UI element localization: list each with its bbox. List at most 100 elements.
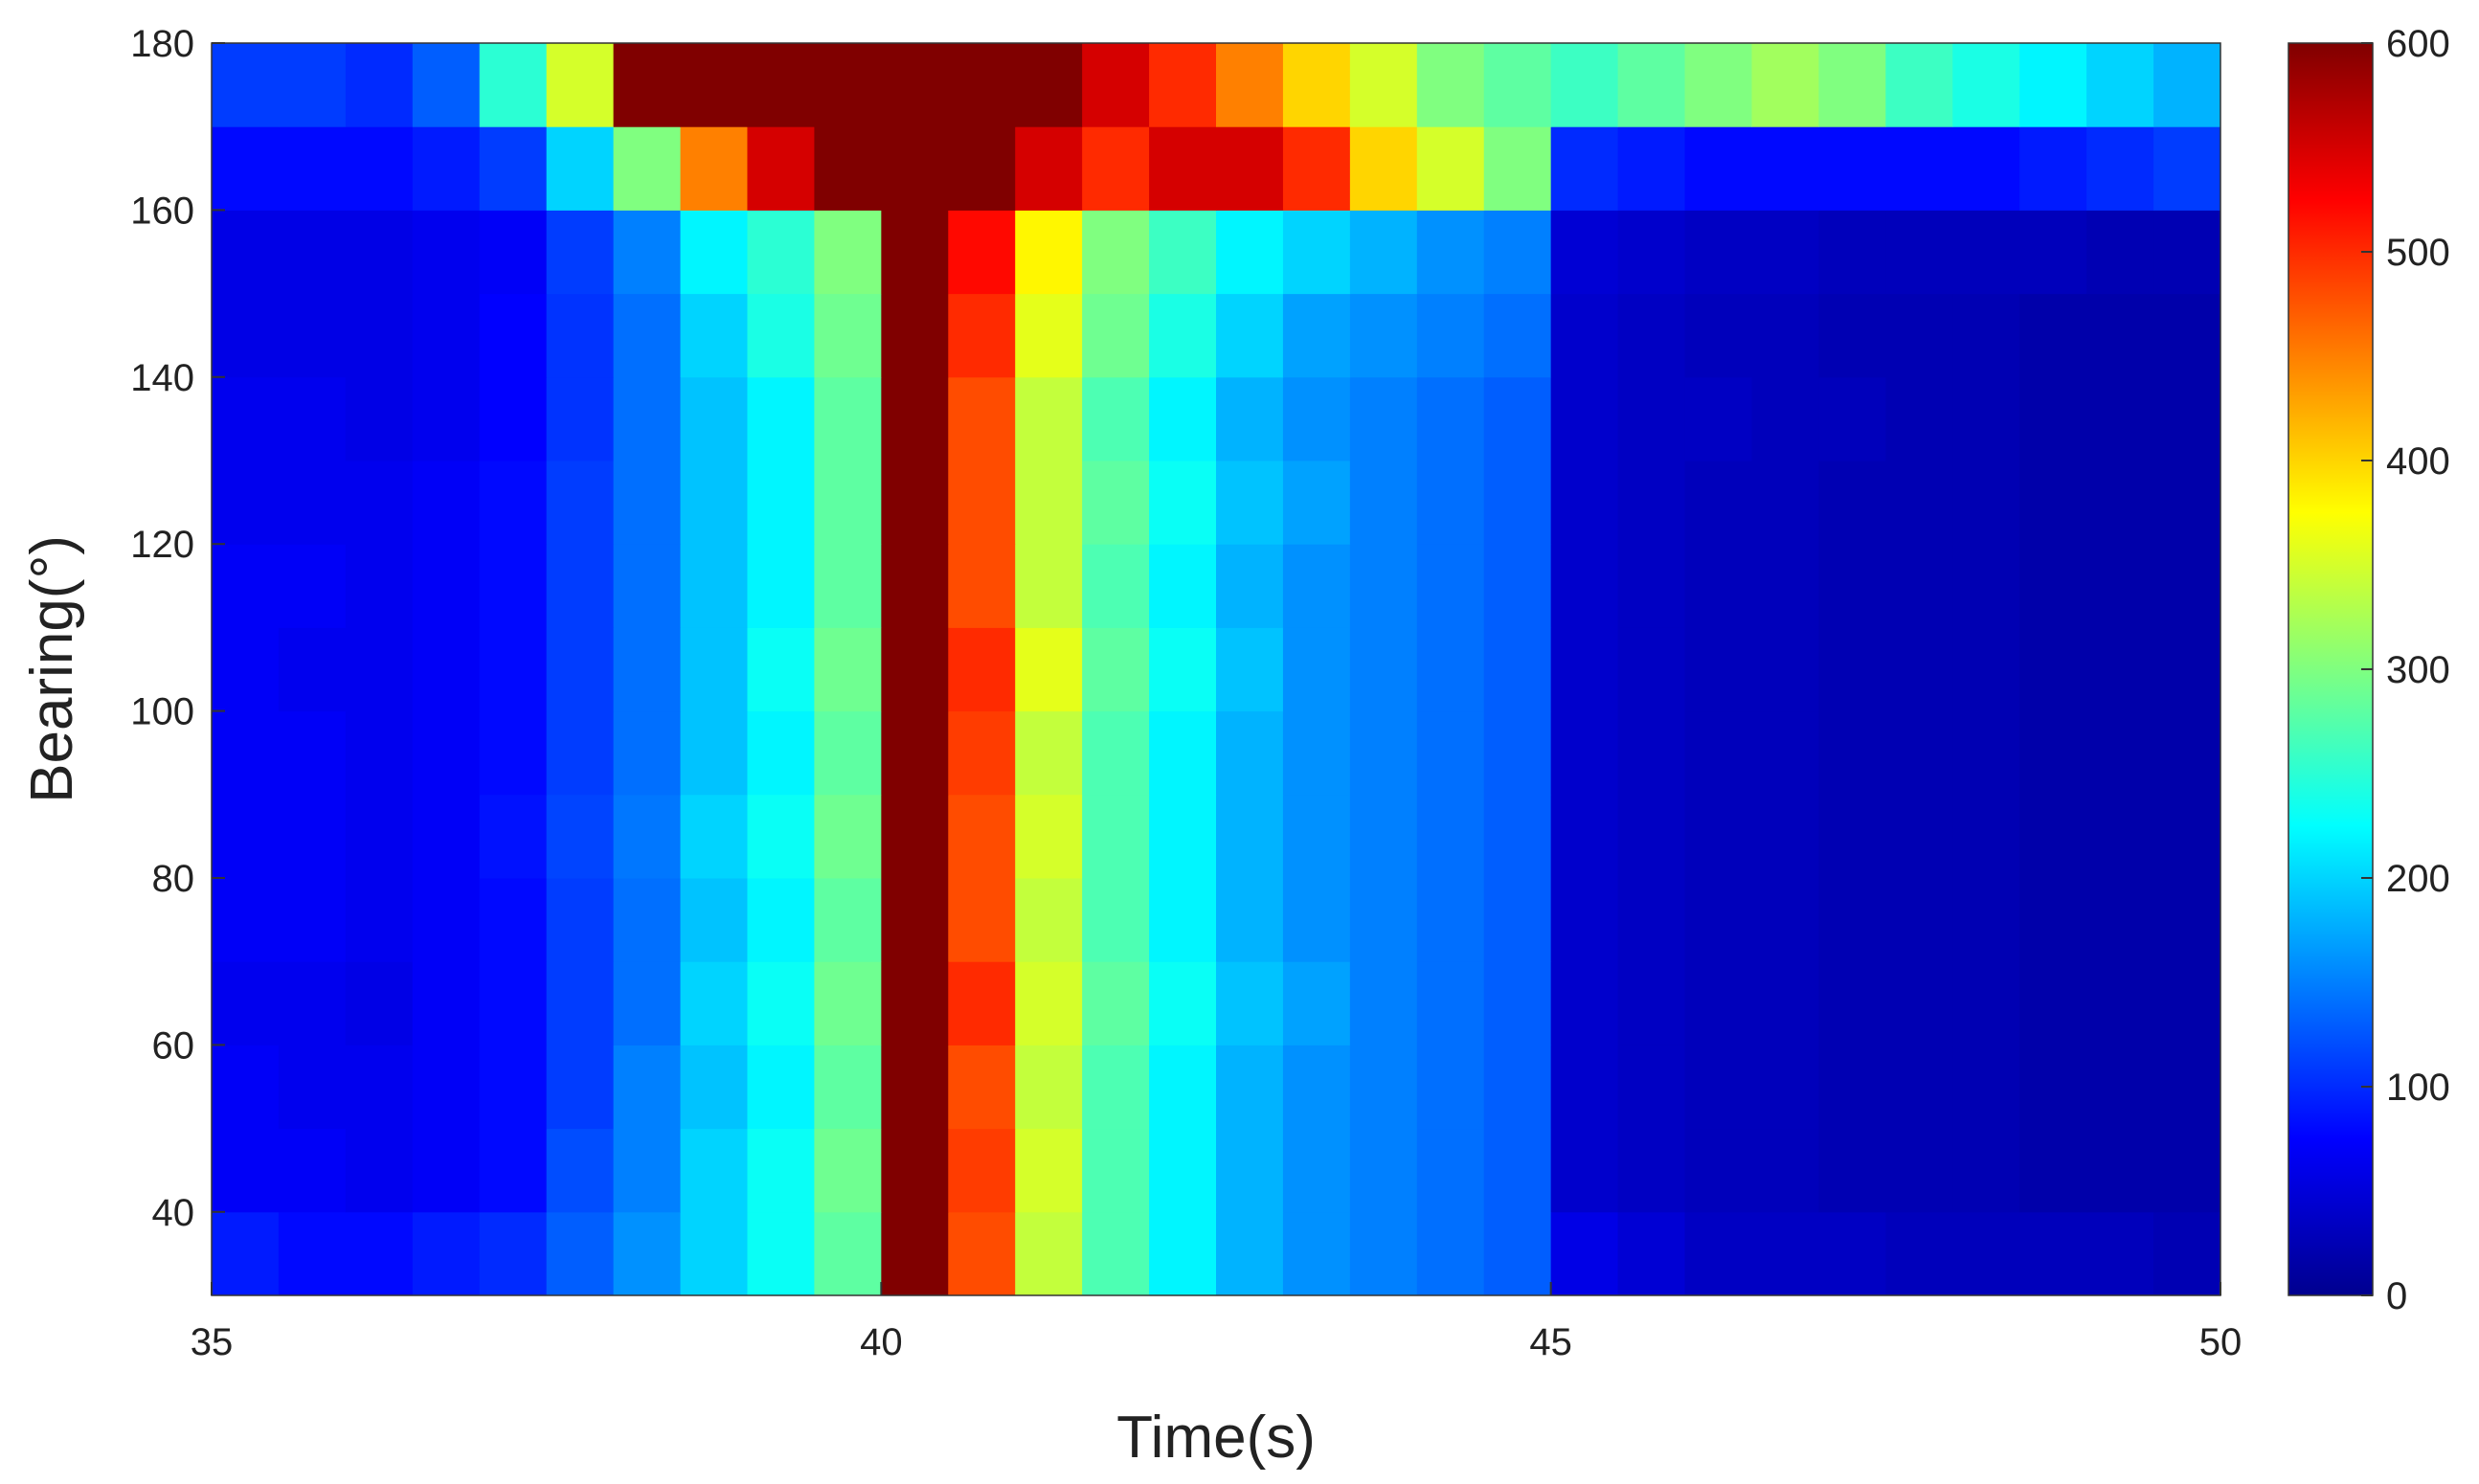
heat-cell: [1149, 43, 1217, 127]
heat-cell: [412, 1211, 481, 1296]
heat-cell: [1082, 878, 1150, 962]
heat-cell: [345, 961, 414, 1046]
heat-cell: [1818, 1211, 1886, 1296]
heat-cell: [2153, 710, 2221, 796]
heat-cell: [412, 126, 481, 211]
heat-cell: [1416, 1211, 1485, 1296]
heat-cell: [1082, 461, 1150, 545]
heat-cell: [613, 210, 682, 295]
heat-cell: [1282, 210, 1351, 295]
heat-cell: [1015, 794, 1083, 879]
heat-cell: [1416, 1128, 1485, 1213]
heat-cell: [1282, 126, 1351, 211]
heat-cell: [881, 710, 949, 796]
heat-cell: [747, 878, 815, 962]
heat-cell: [1416, 961, 1485, 1046]
heat-cell: [1349, 461, 1418, 545]
heat-cell: [2086, 544, 2154, 628]
heat-cell: [1082, 627, 1150, 712]
heat-cell: [1483, 1128, 1552, 1213]
heat-cell: [1885, 376, 1953, 461]
heat-cell: [814, 126, 882, 211]
heat-cell: [1416, 376, 1485, 461]
heat-cell: [1550, 544, 1619, 628]
heat-cell: [2019, 878, 2087, 962]
heat-cell: [680, 126, 748, 211]
heat-cell: [881, 210, 949, 295]
y-tick-label: 120: [130, 524, 194, 566]
heat-cell: [680, 43, 748, 127]
heat-cell: [613, 43, 682, 127]
heat-cell: [546, 461, 615, 545]
heat-cell: [1550, 1045, 1619, 1130]
heat-cell: [412, 461, 481, 545]
heat-cell: [1684, 210, 1752, 295]
heat-cell: [2019, 544, 2087, 628]
heat-cell: [1550, 376, 1619, 461]
heat-cell: [1416, 710, 1485, 796]
heat-cell: [412, 961, 481, 1046]
heat-cell: [1952, 293, 2020, 378]
heat-cell: [1550, 43, 1619, 127]
heat-cell: [1550, 878, 1619, 962]
heat-cell: [881, 43, 949, 127]
heat-cell: [1216, 376, 1284, 461]
heat-cell: [1349, 43, 1418, 127]
heat-cell: [1684, 126, 1752, 211]
heat-cell: [1818, 1128, 1886, 1213]
heat-cell: [1885, 1211, 1953, 1296]
heat-cell: [948, 1045, 1016, 1130]
heat-cell: [613, 1211, 682, 1296]
heat-cell: [1483, 126, 1552, 211]
heat-cell: [1349, 794, 1418, 879]
heat-cell: [1216, 293, 1284, 378]
heat-cell: [613, 544, 682, 628]
heat-cell: [2086, 794, 2154, 879]
heat-cell: [2019, 627, 2087, 712]
heat-cell: [814, 210, 882, 295]
heat-cell: [1282, 794, 1351, 879]
heat-cell: [814, 794, 882, 879]
colorbar-tick-label: 400: [2386, 440, 2450, 483]
heat-cell: [680, 627, 748, 712]
y-axis-label: Bearing(°): [19, 535, 85, 803]
heat-cell: [412, 878, 481, 962]
heat-cell: [212, 544, 280, 628]
heat-cell: [546, 43, 615, 127]
heat-cell: [1617, 126, 1686, 211]
heat-cell: [814, 376, 882, 461]
heat-cell: [345, 43, 414, 127]
heat-cell: [278, 1045, 347, 1130]
heat-cell: [1818, 293, 1886, 378]
heat-cell: [1952, 126, 2020, 211]
heat-cell: [546, 878, 615, 962]
heat-cell: [1282, 544, 1351, 628]
heat-cell: [680, 878, 748, 962]
heat-cell: [2019, 376, 2087, 461]
heat-cell: [2086, 293, 2154, 378]
heat-cell: [1416, 126, 1485, 211]
heat-cell: [1416, 544, 1485, 628]
heat-cell: [680, 1045, 748, 1130]
heat-cell: [1885, 43, 1953, 127]
heat-cell: [412, 376, 481, 461]
heat-cell: [212, 878, 280, 962]
heat-cell: [1952, 961, 2020, 1046]
x-tick-label: 45: [1529, 1321, 1572, 1363]
colorbar-tick-label: 200: [2386, 858, 2450, 900]
heat-cell: [1149, 1211, 1217, 1296]
heat-cell: [1617, 376, 1686, 461]
heat-cell: [2153, 376, 2221, 461]
heat-cell: [412, 710, 481, 796]
heat-cell: [948, 710, 1016, 796]
heat-cell: [1885, 126, 1953, 211]
heat-cell: [345, 376, 414, 461]
heat-cell: [1617, 961, 1686, 1046]
heat-cell: [1349, 1211, 1418, 1296]
heat-cell: [613, 961, 682, 1046]
heat-cell: [1015, 293, 1083, 378]
heat-cell: [814, 1045, 882, 1130]
heat-cell: [1952, 1128, 2020, 1213]
heat-cell: [212, 710, 280, 796]
